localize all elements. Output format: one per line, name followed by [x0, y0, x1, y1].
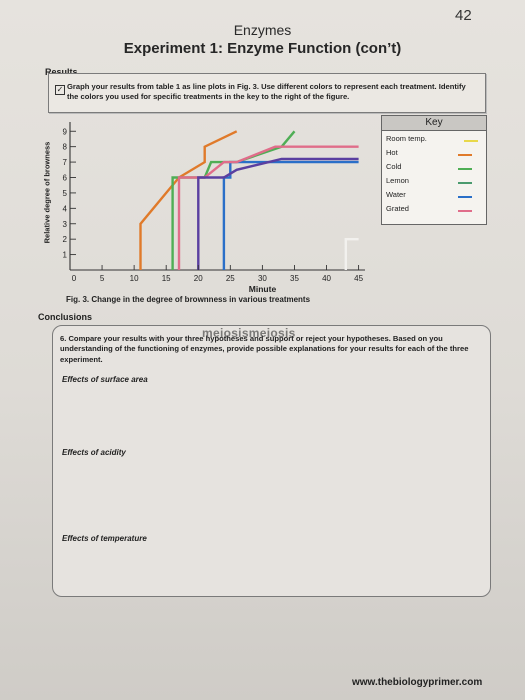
series-line-hot	[139, 130, 238, 270]
question-6-text: 6. Compare your results with your three …	[60, 334, 469, 364]
prompt-surface-area: Effects of surface area	[62, 375, 148, 384]
legend-swatch	[458, 196, 472, 198]
y-tick-label: 9	[63, 127, 68, 136]
y-tick-label: 1	[63, 251, 68, 260]
x-tick-label: 30	[258, 274, 267, 283]
y-tick-label: 8	[63, 143, 68, 152]
x-axis-label: Minute	[248, 284, 277, 294]
conclusions-label: Conclusions	[38, 312, 93, 322]
footer-url: www.thebiologyprimer.com	[352, 677, 483, 688]
x-tick-label: 15	[162, 274, 171, 283]
x-tick-label: 20	[194, 274, 203, 283]
checkbox-icon: ✓	[55, 85, 65, 95]
x-tick-label: 25	[226, 274, 235, 283]
y-tick-label: 2	[63, 235, 68, 244]
series-line-grated	[177, 145, 359, 270]
prompt-acidity: Effects of acidity	[62, 448, 126, 457]
y-tick-label: 3	[63, 220, 68, 229]
legend-swatch	[458, 210, 472, 212]
y-tick-label: 7	[63, 158, 68, 167]
legend-swatch	[464, 140, 478, 142]
chart-axes	[69, 122, 365, 271]
y-axis-label-wrap: Relative degree of browness	[37, 130, 57, 262]
legend-swatch	[458, 182, 472, 184]
x-tick-label: 0	[72, 274, 77, 283]
chart-legend: Key Room temp. Hot Cold Lemon Water Grated	[381, 115, 487, 225]
series-line-5a3fa0	[197, 157, 359, 270]
x-tick-label: 40	[322, 274, 331, 283]
page-number: 42	[455, 7, 472, 24]
legend-swatch	[458, 168, 472, 170]
x-tick-label: 45	[354, 274, 363, 283]
results-instruction: Graph your results from table 1 as line …	[67, 82, 466, 101]
series-line-cold	[171, 130, 296, 270]
series-line-water	[222, 160, 359, 270]
x-tick-label: 35	[290, 274, 299, 283]
legend-label: Grated	[386, 204, 409, 213]
series-line-f2f1ee	[344, 237, 359, 270]
y-tick-label: 5	[63, 189, 68, 198]
header-title: Enzymes	[233, 22, 292, 38]
x-tick-label: 10	[130, 274, 139, 283]
legend-label: Room temp.	[386, 134, 427, 143]
legend-title: Key	[382, 116, 486, 131]
prompt-temperature: Effects of temperature	[62, 534, 147, 543]
y-axis-label: Relative degree of browness	[42, 141, 52, 244]
legend-label: Lemon	[386, 176, 409, 185]
figure-caption: Fig. 3. Change in the degree of brownnes…	[66, 295, 311, 304]
results-instruction-box: ✓ Graph your results from table 1 as lin…	[48, 73, 486, 113]
x-tick-label: 5	[100, 274, 105, 283]
conclusions-box	[52, 325, 491, 597]
legend-label: Water	[386, 190, 406, 199]
results-label: Results	[45, 67, 78, 77]
chart-series	[139, 130, 359, 270]
y-tick-label: 4	[63, 204, 68, 213]
y-tick-label: 6	[63, 174, 68, 183]
legend-swatch	[458, 154, 472, 156]
legend-label: Hot	[386, 148, 398, 157]
watermark: meiosismeiosis	[202, 326, 296, 340]
experiment-title: Experiment 1: Enzyme Function (con’t)	[123, 40, 402, 57]
legend-label: Cold	[386, 162, 402, 171]
